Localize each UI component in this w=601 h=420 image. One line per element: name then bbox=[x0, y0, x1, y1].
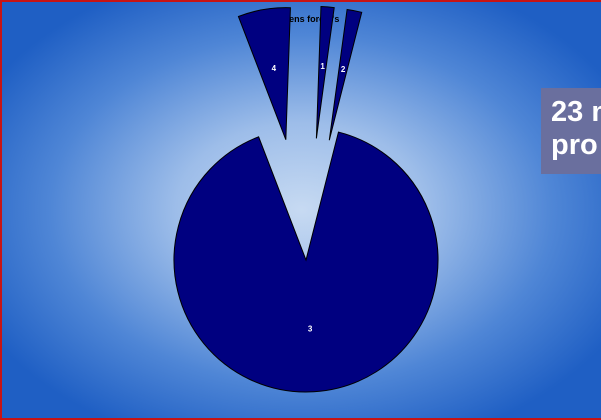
pie-slice-1 bbox=[315, 6, 335, 139]
slice-label-3: 3 bbox=[308, 325, 313, 334]
pie-slice-2 bbox=[328, 8, 363, 141]
pie-slice-3 bbox=[173, 131, 439, 393]
slice-label-1: 1 bbox=[320, 62, 325, 71]
pie-slice-4 bbox=[237, 7, 291, 140]
callout-line-1: 23 m bbox=[551, 96, 601, 128]
slice-label-4: 4 bbox=[272, 64, 277, 73]
slice-label-2: 2 bbox=[341, 65, 346, 74]
callout-box: 23 m pro bbox=[541, 88, 601, 174]
callout-line-2: pro bbox=[551, 129, 598, 161]
chart-title: Swedens forest's bbox=[265, 14, 340, 24]
